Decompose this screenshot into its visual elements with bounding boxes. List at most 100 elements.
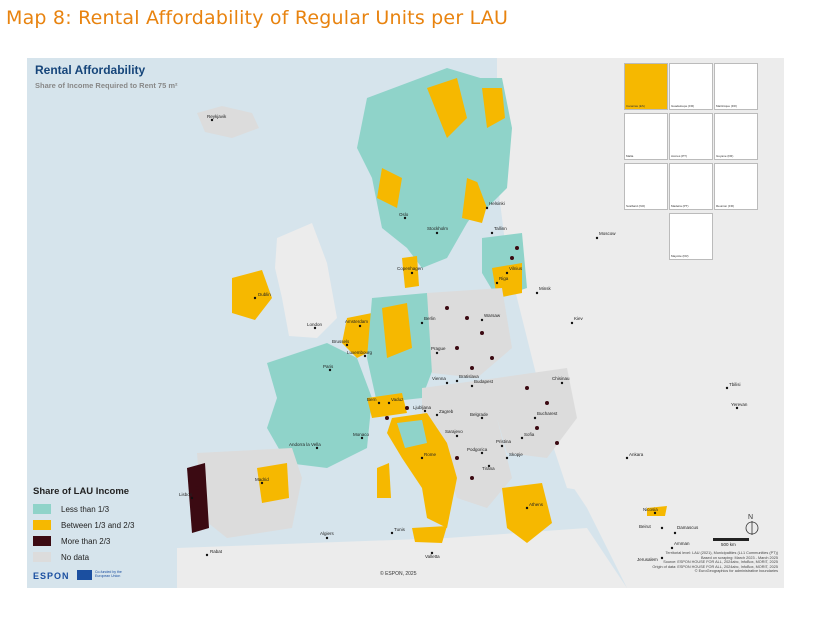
city-label-vaduz: Vaduz — [391, 397, 404, 402]
cyprus — [647, 506, 667, 516]
city-label-bratislava: Bratislava — [459, 374, 479, 379]
city-label-warsaw: Warsaw — [484, 313, 501, 318]
germany-yellow — [382, 303, 412, 358]
eu-cofunded-text: Co-funded by the European Union — [95, 570, 122, 578]
switzerland — [367, 393, 407, 418]
legend-label: No data — [61, 552, 90, 562]
legend-swatch — [33, 504, 51, 514]
copyright: © ESPON, 2025 — [380, 571, 417, 577]
inset-guadeloupe: Guadeloupe (FR) — [669, 63, 713, 110]
map-title: Rental Affordability — [35, 63, 146, 77]
city-label-berlin: Berlin — [424, 316, 436, 321]
city-label-tbilisi: Tbilisi — [729, 382, 741, 387]
credits: Territorial level: LAU (2021), Municipal… — [638, 551, 778, 574]
city-label-dublin: Dublin — [258, 292, 271, 297]
scandinavia-yellow-patches — [377, 78, 492, 223]
city-label-riga: Riga — [499, 276, 509, 281]
city-label-rabat: Rabat — [210, 549, 223, 554]
legend: Share of LAU Income Less than 1/3 Betwee… — [33, 486, 183, 565]
city-label-andorra: Andorra la Vella — [289, 442, 321, 447]
city-label-belgrade: Belgrade — [470, 412, 489, 417]
city-label-bucharest: Bucharest — [537, 411, 558, 416]
city-label-skopje: Skopje — [509, 452, 523, 457]
city-label-helsinki: Helsinki — [489, 201, 505, 206]
balkans — [437, 418, 512, 508]
credit-line: © EuroGeographics for administrative bou… — [694, 569, 778, 574]
sicily — [412, 526, 447, 543]
city-label-london: London — [307, 322, 323, 327]
city-label-tallinn: Tallinn — [494, 226, 507, 231]
city-labels: Reykjavik Oslo Stockholm Helsinki Tallin… — [179, 114, 748, 562]
city-label-yerevan: Yerevan — [731, 402, 748, 407]
city-label-amman: Amman — [674, 541, 690, 546]
city-label-budapest: Budapest — [474, 379, 494, 384]
north-africa-land — [177, 528, 627, 588]
legend-swatch — [33, 536, 51, 546]
city-label-vienna: Vienna — [432, 376, 446, 381]
city-label-brussels: Brussels — [332, 339, 350, 344]
legend-swatch — [33, 552, 51, 562]
romania-bulgaria — [497, 368, 577, 458]
inset-guyane: Guyane (FR) — [714, 113, 758, 160]
city-label-copenhagen: Copenhagen — [397, 266, 423, 271]
city-label-reykjavik: Reykjavik — [207, 114, 227, 119]
legend-item: No data — [33, 549, 183, 565]
france — [267, 343, 372, 468]
legend-swatch — [33, 520, 51, 530]
city-label-monaco: Monaco — [353, 432, 370, 437]
legend-item: Less than 1/3 — [33, 501, 183, 517]
city-label-sarajevo: Sarajevo — [445, 429, 463, 434]
austria-hungary — [422, 378, 507, 433]
map-figure: Reykjavik Oslo Stockholm Helsinki Tallin… — [27, 58, 784, 588]
eu-flag-icon — [77, 570, 92, 580]
spain-yellow — [257, 463, 289, 503]
city-label-athens: Athens — [529, 502, 544, 507]
city-label-moscow: Moscow — [599, 231, 616, 236]
north-label: N — [748, 514, 753, 521]
poland-czechia — [427, 288, 512, 378]
city-label-ankara: Ankara — [629, 452, 644, 457]
legend-item: Between 1/3 and 2/3 — [33, 517, 183, 533]
north-arrow-icon: N — [745, 514, 759, 535]
credit-line: Based on scraping: March 2023 - March 20… — [700, 555, 778, 560]
city-label-vilnius: Vilnius — [509, 266, 523, 271]
city-label-kiev: Kiev — [574, 316, 584, 321]
city-label-nicosia: Nicosia — [643, 507, 658, 512]
great-britain — [275, 223, 337, 338]
page-title: Map 8: Rental Affordability of Regular U… — [6, 7, 509, 29]
credit-line: Origin of data: ESPON HOUSE FOR ALL, 202… — [652, 564, 778, 569]
city-label-bern: Bern — [367, 397, 377, 402]
inset-svalbard: Svalbard (NO) — [624, 163, 668, 210]
credit-line: Territorial level: LAU (2021), Municipal… — [665, 551, 778, 555]
city-label-minsk: Minsk — [539, 286, 552, 291]
inset-mayotte: Mayotte (FR) — [669, 213, 713, 260]
inset-canarias: Canarias (ES) — [624, 63, 668, 110]
italy-teal — [397, 420, 427, 448]
city-label-algiers: Algiers — [320, 531, 335, 536]
city-label-tirana: Tirana — [482, 466, 495, 471]
inset-malta: Malta — [624, 113, 668, 160]
turkey-land — [547, 408, 784, 498]
high-cost-dots — [195, 246, 559, 510]
scale-bar — [713, 538, 749, 541]
map-subtitle: Share of Income Required to Rent 75 m² — [35, 81, 178, 90]
inset-martinique: Martinique (FR) — [714, 63, 758, 110]
legend-item: More than 2/3 — [33, 533, 183, 549]
city-label-jerusalem: Jerusalem — [637, 557, 658, 562]
city-label-luxembourg: Luxembourg — [347, 350, 373, 355]
city-markers — [190, 118, 739, 560]
credit-line: Source: ESPON HOUSE FOR ALL, 2024abc, In… — [663, 560, 778, 565]
city-label-stockholm: Stockholm — [427, 226, 448, 231]
scale-label: 500 km — [721, 542, 736, 547]
city-label-podgorica: Podgorica — [467, 447, 488, 452]
city-label-beirut: Beirut — [639, 524, 652, 529]
city-label-madrid: Madrid — [255, 477, 269, 482]
city-label-sofia: Sofia — [524, 432, 535, 437]
inset-panel: Canarias (ES) Guadeloupe (FR) Martinique… — [624, 63, 758, 263]
city-label-rome: Rome — [424, 452, 437, 457]
espon-logo: ESPON — [33, 571, 70, 581]
city-label-valletta: Valletta — [425, 554, 440, 559]
city-label-amsterdam: Amsterdam — [345, 319, 368, 324]
inset-madeira: Madeira (PT) — [669, 163, 713, 210]
city-label-damascus: Damascus — [677, 525, 699, 530]
